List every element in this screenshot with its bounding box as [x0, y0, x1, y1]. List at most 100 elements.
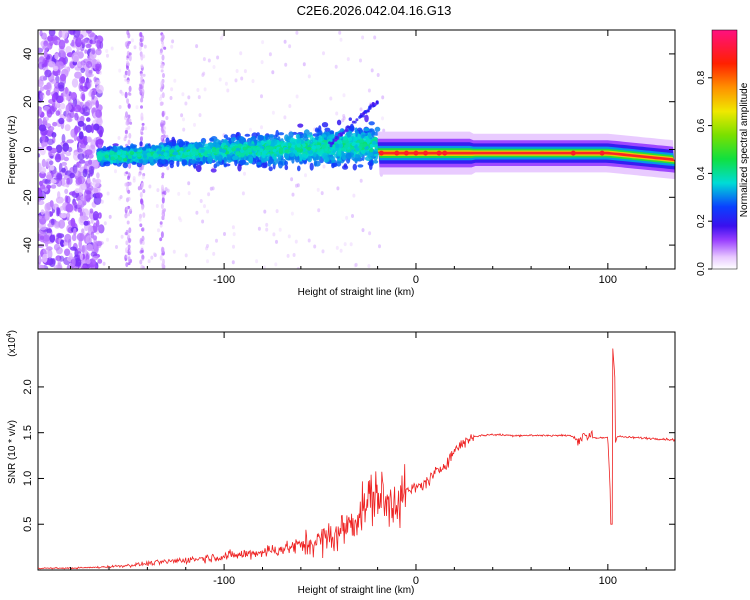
spectrogram-noise-blob — [295, 30, 299, 35]
spectrogram-noise-blob — [71, 78, 79, 88]
spectrogram-noise-blob — [275, 239, 278, 244]
spectrogram-ridge-blob — [289, 152, 294, 157]
spectrogram-noise-blob — [125, 111, 128, 118]
snr-ytick-label: 2.0 — [22, 379, 34, 394]
spectrogram-noise-blob — [180, 113, 184, 118]
spectrogram-noise-blob — [95, 48, 102, 56]
spectrogram-ridge-blob — [368, 121, 375, 126]
spectrogram-noise-blob — [85, 144, 91, 150]
spectrogram-ridge-blob — [307, 149, 313, 155]
spectrogram-noise-blob — [320, 191, 324, 196]
spectrogram-noise-blob — [92, 187, 99, 194]
spectrogram-noise-blob — [156, 188, 160, 193]
spectrogram-noise-blob — [84, 101, 90, 108]
spectrogram-noise-blob — [72, 164, 78, 174]
spectrogram-noise-blob — [102, 261, 106, 266]
spectrogram-noise-blob — [226, 88, 230, 93]
spectrogram-noise-blob — [57, 257, 61, 267]
spectrogram-noise-blob — [78, 82, 84, 92]
spectrogram-noise-blob — [95, 192, 103, 199]
spectrogram-noise-blob — [206, 244, 209, 248]
spectrogram-peak — [599, 150, 605, 156]
spectrogram-noise-blob — [78, 131, 84, 140]
spectrogram-ridge-blob — [104, 154, 109, 159]
snr-ytick-label: 1.5 — [22, 425, 34, 440]
spectrogram-noise-blob — [90, 47, 96, 55]
spectrogram-noise-blob — [135, 105, 139, 110]
spectrogram-noise-blob — [141, 255, 145, 260]
spectrogram-noise-blob — [160, 94, 163, 99]
spectrogram-noise-blob — [53, 265, 62, 269]
spectrogram-ridge-blob — [299, 161, 303, 165]
spectrogram-noise-blob — [155, 204, 159, 208]
spectrogram-noise-blob — [81, 245, 85, 254]
spectrogram-noise-blob — [255, 259, 259, 264]
spectrogram-noise-blob — [219, 36, 223, 41]
spectrogram-noise-blob — [49, 200, 54, 208]
spectrogram-ridge-blob — [343, 163, 348, 168]
spectrogram-ridge-blob — [336, 119, 342, 126]
spectrogram-ridge-blob — [348, 117, 352, 121]
spectrogram-noise-blob — [127, 114, 131, 119]
spectrogram-noise-blob — [223, 232, 226, 236]
spectrogram-noise-blob — [202, 57, 206, 62]
spectrogram-noise-blob — [161, 172, 165, 176]
spectrogram-ytick-label: -40 — [22, 237, 34, 253]
spectrogram-noise-blob — [141, 88, 145, 96]
spectrogram-noise-blob — [313, 244, 317, 249]
spectrogram-ridge-blob — [148, 155, 154, 163]
spectrogram-ridge-blob — [364, 156, 372, 162]
spectrogram-noise-blob — [74, 188, 81, 194]
spectrogram-noise-blob — [127, 139, 131, 146]
spectrogram-ridge-blob — [321, 134, 327, 138]
spectrogram-noise-blob — [232, 232, 236, 237]
spectrogram-noise-blob — [265, 222, 269, 227]
spectrogram-xtick-label: 100 — [599, 274, 617, 286]
spectrogram-ridge-blob — [123, 157, 128, 162]
spectrogram-noise-blob — [307, 74, 311, 79]
spectrogram-noise-blob — [82, 38, 88, 45]
spectrogram-noise-blob — [128, 54, 132, 62]
spectrogram-ridge-blob — [337, 133, 341, 137]
spectrogram-ridge-blob — [287, 142, 292, 147]
spectrogram-noise-blob — [90, 217, 94, 224]
spectrogram-ridge-blob — [301, 153, 308, 161]
spectrogram-ridge-blob — [257, 134, 264, 141]
spectrogram-noise-blob — [55, 206, 60, 217]
spectrogram-noise-blob — [182, 117, 185, 122]
spectrogram-ridge-blob — [357, 164, 364, 168]
spectrogram-noise-blob — [38, 153, 41, 158]
spectrogram-noise-blob — [243, 69, 247, 74]
spectrogram-noise-blob — [41, 32, 47, 40]
spectrogram-noise-blob — [126, 30, 130, 35]
spectrogram-noise-blob — [95, 240, 103, 247]
spectrogram-ridge-blob — [369, 105, 372, 109]
spectrogram-noise-blob — [231, 225, 235, 230]
spectrogram-noise-blob — [93, 123, 100, 131]
spectrogram-ridge-blob — [307, 155, 313, 163]
spectrogram-noise-blob — [169, 96, 173, 100]
spectrogram-noise-blob — [66, 139, 74, 144]
spectrogram-noise-blob — [127, 244, 131, 250]
spectrogram-peak — [394, 150, 400, 156]
spectrogram-noise-blob — [142, 54, 146, 59]
spectrogram-ridge-blob — [232, 155, 239, 161]
spectrogram-noise-blob — [131, 38, 134, 43]
spectrogram-noise-blob — [91, 90, 95, 100]
spectrogram-noise-blob — [161, 247, 165, 254]
spectrogram-noise-blob — [291, 192, 295, 197]
spectrogram-noise-blob — [129, 121, 133, 125]
spectrogram-noise-blob — [139, 71, 143, 75]
spectrogram-noise-blob — [339, 37, 343, 42]
spectrogram-ridge-blob — [312, 133, 320, 137]
spectrogram-noise-blob — [95, 63, 101, 70]
spectrogram-noise-blob — [241, 191, 245, 196]
spectrogram-noise-blob — [139, 167, 143, 171]
spectrogram-noise-blob — [51, 132, 57, 138]
spectrogram-noise-blob — [79, 253, 83, 261]
spectrogram-noise-blob — [139, 223, 143, 227]
spectrogram-noise-blob — [40, 209, 45, 216]
spectrogram-noise-blob — [92, 211, 99, 221]
spectrogram-noise-blob — [65, 203, 74, 213]
spectrogram-noise-blob — [79, 143, 87, 149]
